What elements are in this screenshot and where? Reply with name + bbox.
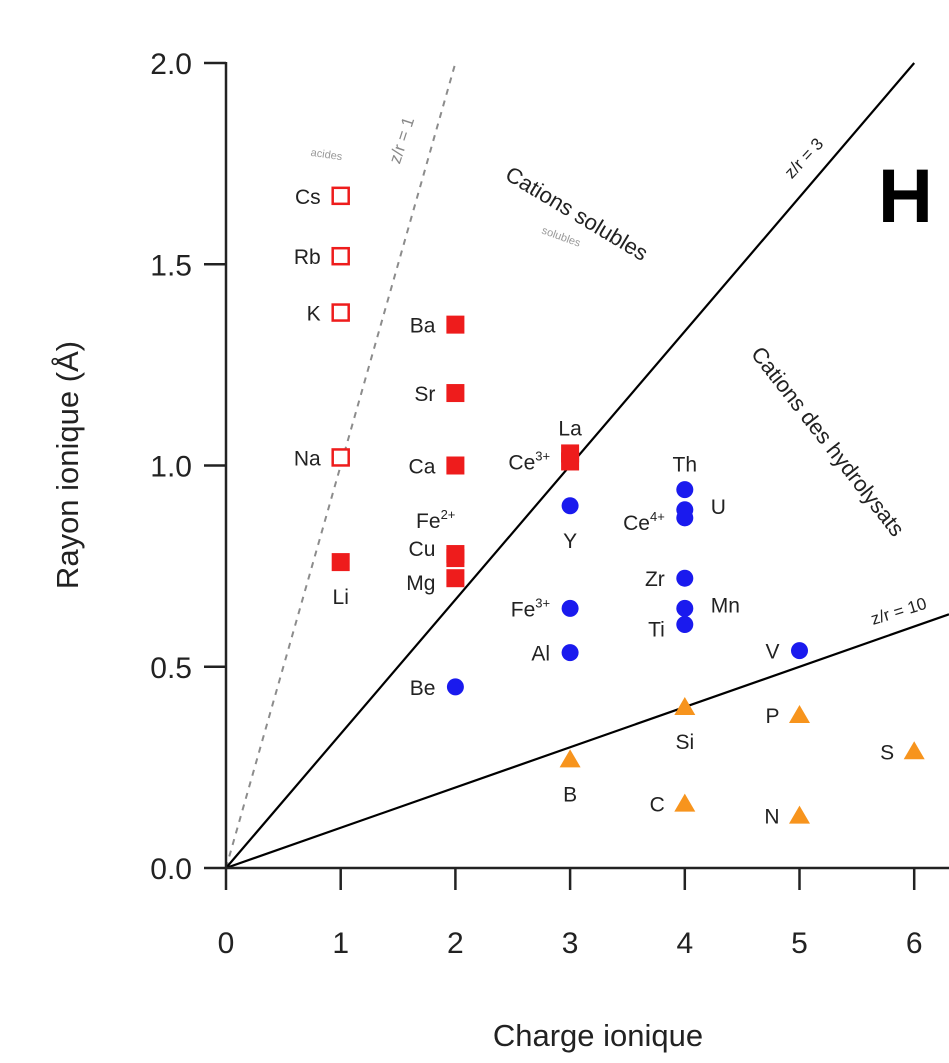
point-ti: [676, 615, 694, 633]
point-ce4plus: [676, 509, 694, 527]
point-cu: [446, 549, 465, 568]
x-axis-title: Charge ionique: [493, 1018, 703, 1053]
point-label-b: B: [563, 783, 577, 806]
point-label-s: S: [880, 741, 894, 764]
point-label-mn: Mn: [711, 594, 740, 617]
point-si: [674, 697, 696, 715]
point-al: [561, 644, 579, 662]
region-label-hydrolysis: Cations des hydrolysats: [746, 342, 909, 541]
x-tick-label: 6: [906, 927, 923, 960]
point-label-p: P: [765, 705, 779, 728]
point-label-cs: Cs: [295, 186, 321, 209]
point-th: [676, 481, 694, 499]
point-sr: [446, 384, 465, 403]
line-label-zr3: z/r = 3: [781, 134, 827, 182]
point-label-al: Al: [531, 643, 550, 666]
point-mn: [676, 599, 694, 617]
point-label-c: C: [650, 794, 665, 817]
point-ce3plus: [561, 452, 580, 471]
point-labels: Cs Rb K Na Li Ba Sr Ca Fe2+ Cu Mg La Ce3+ Be Y Fe3+ Al Th…: [294, 186, 894, 829]
point-y: [561, 497, 579, 515]
point-be: [446, 678, 464, 696]
point-cs: [331, 186, 350, 206]
x-ticks: 0 1 2 3 4 5 6: [218, 868, 923, 960]
x-tick-label: 1: [332, 927, 349, 960]
point-label-v: V: [765, 641, 779, 664]
point-na: [331, 448, 350, 467]
point-fe3plus: [561, 599, 579, 617]
point-label-ce-3: Ce3+: [508, 448, 550, 474]
x-tick-label: 3: [562, 927, 579, 960]
point-ca: [446, 456, 465, 475]
point-label-th: Th: [673, 454, 698, 477]
ratio-line-10: [225, 613, 949, 870]
point-ba: [446, 315, 465, 334]
point-label-li: Li: [333, 586, 349, 609]
point-label-la: La: [558, 417, 582, 440]
x-tick-label: 0: [218, 927, 235, 960]
y-tick-label: 1.5: [150, 249, 192, 282]
data-points: [331, 186, 925, 824]
corner-letter: H: [878, 154, 933, 239]
point-label-si: Si: [675, 731, 694, 754]
point-label-be: Be: [410, 677, 436, 700]
point-s: [903, 741, 925, 760]
point-label-fe-3: Fe3+: [511, 595, 550, 621]
point-zr: [676, 569, 694, 587]
point-label-zr: Zr: [645, 568, 665, 591]
point-label-sr: Sr: [414, 383, 435, 406]
x-tick-label: 4: [676, 927, 693, 960]
point-label-n: N: [764, 806, 779, 829]
faint-label-2: acides: [310, 147, 344, 163]
y-axis-title: Rayon ionique (Å): [50, 341, 85, 589]
x-tick-label: 2: [447, 927, 464, 960]
point-k: [331, 303, 350, 322]
point-v: [791, 642, 808, 660]
faint-label-1: solubles: [540, 225, 582, 250]
x-tick-label: 5: [791, 927, 808, 960]
point-label-ce-4: Ce4+: [623, 509, 665, 535]
y-ticks: 0.0 0.5 1.0 1.5 2.0: [150, 48, 226, 886]
line-label-zr1: z/r = 1: [385, 115, 418, 166]
y-tick-label: 2.0: [150, 48, 192, 81]
y-tick-label: 1.0: [150, 451, 192, 484]
point-li: [331, 553, 350, 572]
region-label-soluble: Cations solubles: [501, 161, 652, 266]
ratio-line-1: [225, 62, 457, 869]
point-b: [559, 749, 581, 768]
point-label-fe-2: Fe2+: [416, 507, 455, 533]
point-label-mg: Mg: [406, 572, 435, 595]
point-mg: [446, 569, 465, 588]
point-label-na: Na: [294, 447, 321, 470]
point-label-cu: Cu: [409, 538, 436, 561]
point-label-rb: Rb: [294, 246, 321, 269]
point-p: [789, 705, 810, 724]
point-label-u: U: [711, 496, 726, 519]
y-tick-label: 0.5: [150, 652, 192, 685]
point-label-ba: Ba: [410, 315, 436, 338]
point-n: [789, 805, 810, 824]
point-label-ca: Ca: [409, 456, 436, 479]
point-c: [674, 793, 696, 812]
point-label-y: Y: [563, 530, 577, 553]
point-label-k: K: [307, 303, 321, 326]
point-label-ti: Ti: [648, 618, 665, 641]
point-rb: [331, 246, 350, 266]
y-tick-label: 0.0: [150, 853, 192, 886]
